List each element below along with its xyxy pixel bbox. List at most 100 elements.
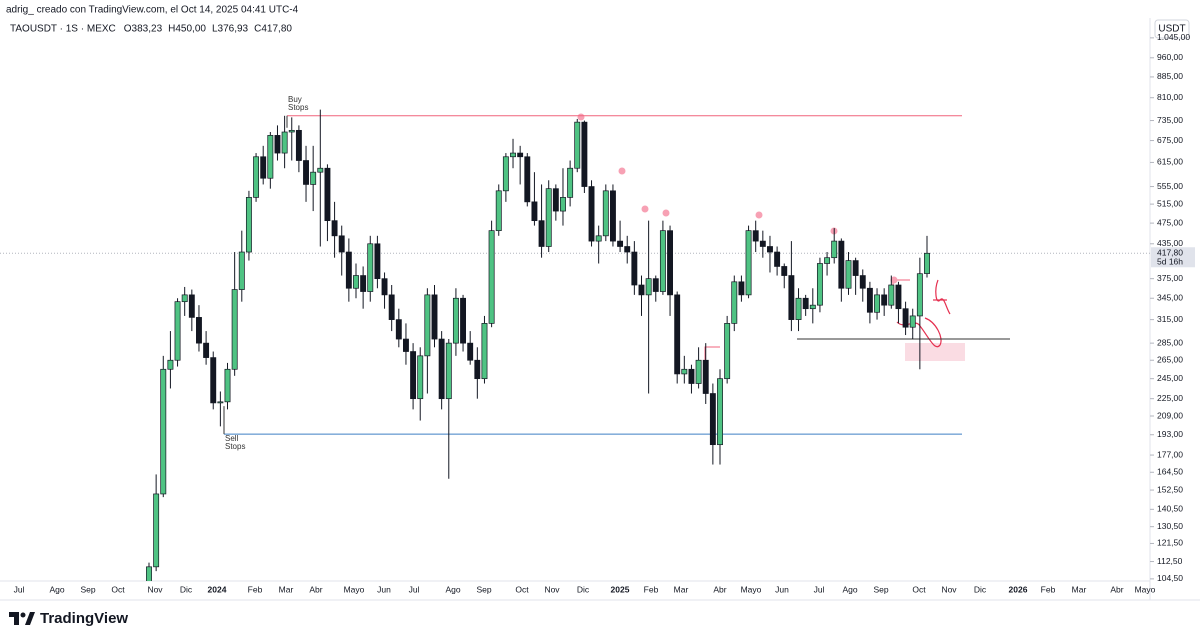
candle-body xyxy=(303,160,309,185)
y-tick-label: 615,00 xyxy=(1157,157,1183,167)
candle-body xyxy=(838,240,845,289)
candle-body xyxy=(545,188,552,247)
currency-box[interactable] xyxy=(1154,19,1190,39)
candle-body xyxy=(481,323,488,380)
level-label: Buy xyxy=(288,95,302,104)
candle-body xyxy=(146,566,152,581)
candle-body xyxy=(624,246,631,253)
candle-body xyxy=(395,319,402,340)
candle-body xyxy=(353,275,359,289)
candle-body xyxy=(809,304,816,310)
candle-body xyxy=(367,243,374,292)
candle-body xyxy=(581,121,588,187)
candle-body xyxy=(674,294,681,375)
candle-body xyxy=(688,368,695,384)
candle-body xyxy=(752,230,759,242)
candle-body xyxy=(609,190,616,242)
candle-body xyxy=(638,284,645,296)
y-tick-label: 315,00 xyxy=(1157,314,1183,324)
y-tick-label: 375,00 xyxy=(1157,273,1183,283)
legend-value: 376,93 xyxy=(218,24,249,35)
y-tick-label: 245,00 xyxy=(1157,373,1183,383)
x-tick-label: Ago xyxy=(842,584,857,594)
candle-body xyxy=(645,278,652,296)
candle-body xyxy=(360,275,367,292)
candle-body xyxy=(574,121,581,169)
candle-body xyxy=(231,289,238,370)
candle-body xyxy=(617,240,624,247)
candle-body xyxy=(174,301,181,361)
x-tick-label: Nov xyxy=(941,584,957,594)
candle-body xyxy=(881,294,888,306)
candle-body xyxy=(495,190,502,232)
candle-body xyxy=(788,275,795,320)
y-tick-label: 177,00 xyxy=(1157,449,1183,459)
x-tick-label: Mayo xyxy=(344,584,365,594)
x-tick-label: Mar xyxy=(279,584,294,594)
candle-body xyxy=(474,359,481,380)
candle-body xyxy=(488,230,495,324)
candle-body xyxy=(924,252,930,274)
candle-body xyxy=(381,278,388,296)
candle-body xyxy=(424,294,431,357)
candle-body xyxy=(724,323,731,380)
candle-body xyxy=(824,257,831,264)
y-tick-label: 475,00 xyxy=(1157,217,1183,227)
y-tick-label: 960,00 xyxy=(1157,52,1183,62)
legend-key: H xyxy=(168,24,175,35)
x-tick-label: Abr xyxy=(713,584,726,594)
y-tick-label: 810,00 xyxy=(1157,92,1183,102)
candle-body xyxy=(681,368,688,375)
candle-body xyxy=(866,287,873,313)
candle-body xyxy=(374,243,381,280)
candle-body xyxy=(667,230,673,296)
candle-body xyxy=(295,129,302,161)
y-tick-label: 104,50 xyxy=(1157,573,1183,583)
candle-body xyxy=(517,152,524,158)
y-tick-label: 265,00 xyxy=(1157,354,1183,364)
legend-value: 450,00 xyxy=(175,24,206,35)
candle-body xyxy=(888,284,895,306)
candle-body xyxy=(560,197,566,212)
candle-body xyxy=(460,297,467,344)
candle-body xyxy=(552,188,559,212)
candle-body xyxy=(767,246,773,253)
candle-body xyxy=(410,351,417,400)
price-label-box xyxy=(1151,247,1195,268)
candle-body xyxy=(567,167,574,198)
pivot-marker xyxy=(755,211,763,219)
y-tick-label: 112,50 xyxy=(1157,556,1183,566)
candle-body xyxy=(324,167,331,222)
y-tick-label: 209,00 xyxy=(1157,410,1183,420)
candle-body xyxy=(852,260,859,276)
candle-body xyxy=(445,342,452,400)
candle-body xyxy=(795,297,802,320)
pivot-marker xyxy=(577,113,585,121)
candle-body xyxy=(431,294,438,340)
x-tick-label: Ago xyxy=(445,584,460,594)
level-label: Stops xyxy=(288,103,308,112)
x-tick-label: Feb xyxy=(1041,584,1056,594)
candle-body xyxy=(238,251,245,290)
candle-body xyxy=(702,359,709,394)
x-tick-label: Oct xyxy=(111,584,125,594)
candle-body xyxy=(345,251,352,289)
attribution: adrig_ creado con TradingView.com, el Oc… xyxy=(6,5,299,16)
x-tick-label: Jul xyxy=(814,584,825,594)
pivot-marker xyxy=(662,209,670,217)
marker-line xyxy=(704,346,720,362)
candle-body xyxy=(253,156,260,198)
candle-body xyxy=(452,297,459,344)
x-tick-label: Abr xyxy=(309,584,322,594)
y-tick-label: 130,50 xyxy=(1157,521,1183,531)
candle-body xyxy=(181,294,188,303)
candle-body xyxy=(709,393,716,446)
y-tick-label: 435,00 xyxy=(1157,238,1183,248)
x-tick-label: Ago xyxy=(49,584,64,594)
candle-body xyxy=(167,359,174,370)
candle-body xyxy=(909,315,916,328)
y-tick-label: 515,00 xyxy=(1157,198,1183,208)
candle-body xyxy=(874,294,880,313)
